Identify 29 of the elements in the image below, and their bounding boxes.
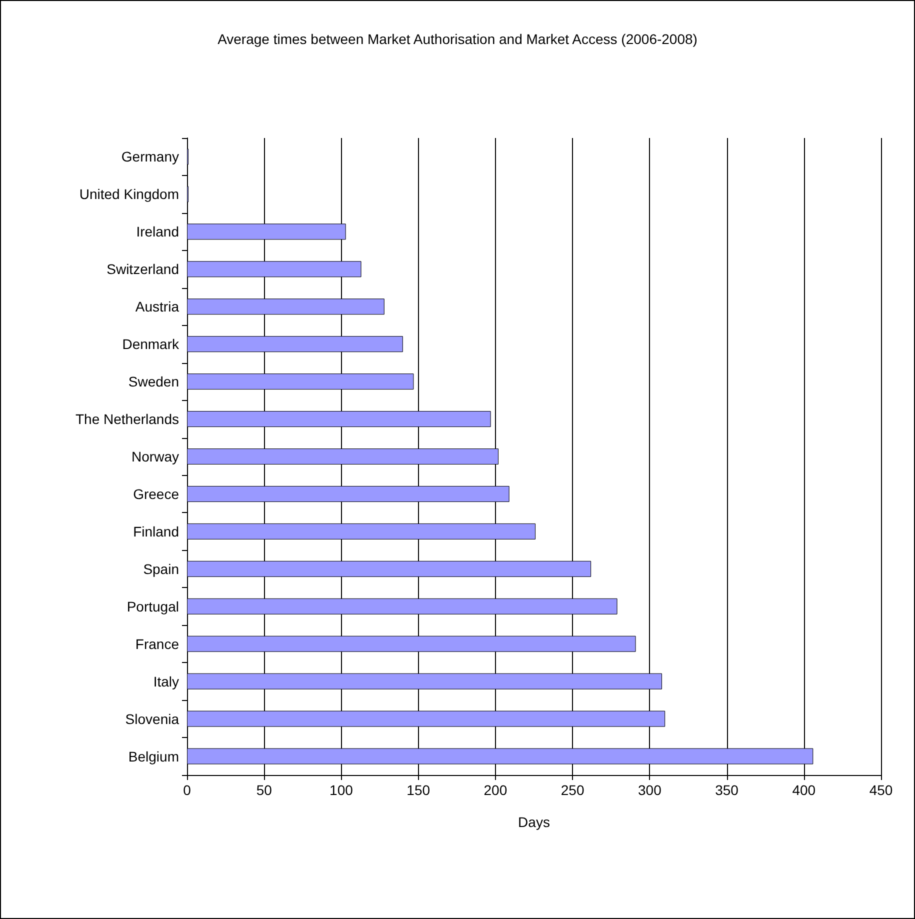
y-tick-label: Sweden	[128, 374, 179, 390]
y-tick-label: The Netherlands	[75, 411, 179, 428]
x-tick-label: 150	[406, 782, 430, 798]
y-tick-label: Switzerland	[106, 261, 179, 278]
x-tick-label: 300	[638, 782, 662, 798]
y-tick-label: Greece	[133, 486, 180, 502]
y-tick-label: Germany	[121, 148, 179, 165]
x-tick-label: 50	[256, 782, 272, 798]
y-tick-label: Austria	[135, 298, 180, 315]
y-tick-label: France	[135, 636, 180, 652]
chart-title: Average times between Market Authorisation and Market Access (2006-2008)	[218, 31, 698, 47]
y-tick-label: Finland	[133, 523, 179, 540]
x-axis-title: Days	[518, 814, 550, 830]
y-tick-label: Italy	[153, 673, 179, 690]
y-tick-label: Slovenia	[125, 710, 180, 727]
y-tick-label: Belgium	[128, 748, 179, 764]
y-tick-label: United Kingdom	[79, 186, 179, 202]
y-tick-label: Portugal	[126, 598, 179, 614]
x-tick-label: 250	[560, 782, 584, 798]
x-tick-label: 0	[183, 782, 192, 798]
x-tick-label: 200	[484, 782, 508, 798]
x-tick-label: 350	[715, 782, 739, 798]
y-tick-label: Ireland	[136, 224, 179, 240]
y-tick-label: Denmark	[122, 336, 180, 352]
x-tick-label: 450	[869, 782, 893, 798]
y-tick-label: Spain	[143, 560, 179, 577]
y-tick-label: Norway	[132, 448, 179, 464]
x-tick-label: 400	[792, 782, 816, 798]
x-tick-label: 100	[330, 782, 354, 798]
